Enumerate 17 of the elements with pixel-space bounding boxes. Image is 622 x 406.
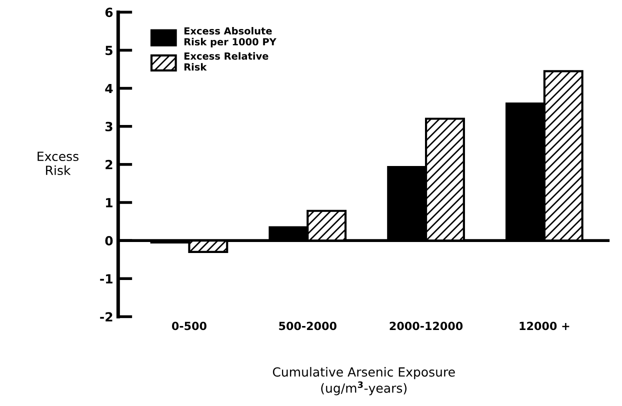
y-tick-label: 1 (106, 198, 112, 208)
x-tick-label: 2000-12000 (390, 322, 463, 330)
y-tick-label: 6 (105, 8, 113, 18)
y-tick-label: 3 (105, 122, 112, 132)
y-axis-title: Excess Risk (38, 152, 78, 176)
y-tick-label: 2 (106, 160, 112, 170)
y-tick-label: -2 (100, 312, 112, 322)
x-tick-label: 12000 + (520, 322, 570, 330)
x-tick-label: 500-2000 (279, 322, 336, 330)
y-tick-label: -1 (100, 274, 112, 284)
x-tick-label: 0-500 (172, 322, 206, 330)
legend-label: Excess Absolute Risk per 1000 PY (184, 27, 276, 48)
y-tick-label: 0 (105, 236, 113, 246)
y-tick-label: 4 (105, 84, 113, 94)
legend-label: Excess Relative Risk (184, 52, 268, 71)
y-tick-label: 5 (106, 46, 112, 56)
x-axis-title: Cumulative Arsenic Exposure (ug/m$^{3}$-years) (272, 367, 455, 396)
